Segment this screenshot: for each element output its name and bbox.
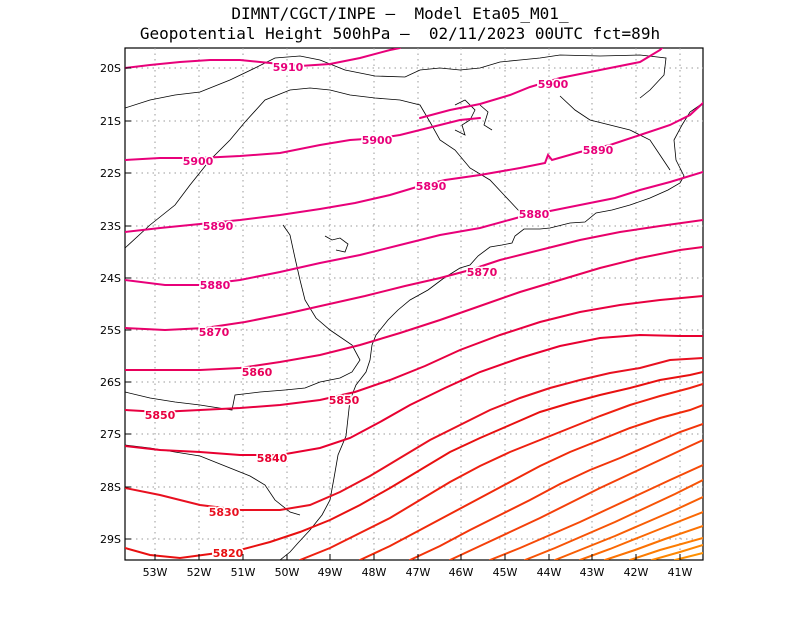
coastline-and-borders (125, 54, 703, 560)
contour-5780 (449, 439, 703, 560)
contour-lines (125, 48, 703, 560)
state-border-sp (125, 87, 521, 249)
contour-5760 (524, 479, 703, 560)
lat-label: 25S (100, 324, 121, 337)
contour-label: 5880 (519, 208, 550, 221)
lake-1 (324, 235, 349, 253)
contour-label: 5870 (467, 266, 498, 279)
lat-label: 28S (100, 481, 121, 494)
lon-label: 51W (231, 566, 256, 579)
contour-5810 (299, 383, 703, 560)
longitude-labels: 53W 52W 51W 50W 49W 48W 47W 46W 45W 44W … (143, 566, 693, 579)
contour-label: 5870 (199, 326, 230, 339)
lat-label: 20S (100, 62, 121, 75)
contour-5910 (125, 48, 401, 69)
state-border-mg (125, 54, 667, 109)
contour-label: 5900 (538, 78, 569, 91)
contour-5860 (125, 246, 703, 371)
state-border-pr (125, 224, 361, 411)
contour-5900-a (419, 48, 663, 119)
contour-label: 5850 (329, 394, 360, 407)
latitude-labels: 20S 21S 22S 23S 24S 25S 26S 27S 28S 29S (100, 62, 121, 546)
contour-5890-a (125, 102, 703, 233)
lat-label: 22S (100, 167, 121, 180)
contour-label: 5820 (213, 547, 244, 560)
lon-label: 52W (187, 566, 212, 579)
lat-label: 27S (100, 428, 121, 441)
contour-5800 (359, 404, 703, 560)
plot-frame (124, 47, 704, 561)
contour-label: 5900 (183, 155, 214, 168)
lon-label: 49W (318, 566, 343, 579)
contour-5770 (489, 464, 703, 560)
axis-ticks (125, 67, 681, 560)
lon-label: 48W (362, 566, 387, 579)
lat-label: 24S (100, 272, 121, 285)
contour-5750 (554, 496, 703, 560)
map-title-line-2: Geopotential Height 500hPa — 02/11/2023 … (139, 24, 661, 43)
contour-label: 5890 (203, 220, 234, 233)
lon-label: 46W (449, 566, 474, 579)
lat-label: 23S (100, 220, 121, 233)
contour-5880-a (125, 171, 703, 286)
map-title-line-1: DIMNT/CGCT/INPE — Model Eta05_M01_ (231, 4, 569, 23)
contour-label: 5900 (362, 134, 393, 147)
contour-5900-b (125, 117, 481, 161)
contour-5830 (125, 357, 703, 511)
lake-3 (479, 104, 493, 131)
contour-label: 5850 (145, 409, 176, 422)
contour-label: 5840 (257, 452, 288, 465)
contour-5740 (579, 511, 703, 560)
contour-5820 (125, 371, 703, 560)
contour-label: 5910 (273, 61, 304, 74)
lon-label: 44W (537, 566, 562, 579)
lon-label: 53W (143, 566, 168, 579)
contour-5840 (125, 333, 703, 456)
contour-label: 5890 (583, 144, 614, 157)
contour-label: 5860 (242, 366, 273, 379)
lat-label: 21S (100, 115, 121, 128)
lon-label: 43W (580, 566, 605, 579)
lon-label: 41W (668, 566, 693, 579)
lon-label: 47W (406, 566, 431, 579)
lat-label: 29S (100, 533, 121, 546)
lon-label: 50W (275, 566, 300, 579)
contour-label: 5890 (416, 180, 447, 193)
contour-5850 (125, 295, 703, 414)
contour-5720 (629, 537, 703, 560)
contour-5710 (651, 544, 703, 560)
contour-5790 (409, 423, 703, 560)
coastline (279, 102, 703, 560)
contour-labels: 5910 5900 5900 5900 5890 5890 5890 5880 5880 5870… (143, 60, 615, 562)
contour-5730 (604, 525, 703, 560)
lon-label: 45W (493, 566, 518, 579)
contour-5870 (125, 219, 703, 332)
lon-label: 42W (624, 566, 649, 579)
lat-label: 26S (100, 376, 121, 389)
contour-label: 5830 (209, 506, 240, 519)
state-border-rj (559, 95, 671, 171)
contour-label: 5880 (200, 279, 231, 292)
